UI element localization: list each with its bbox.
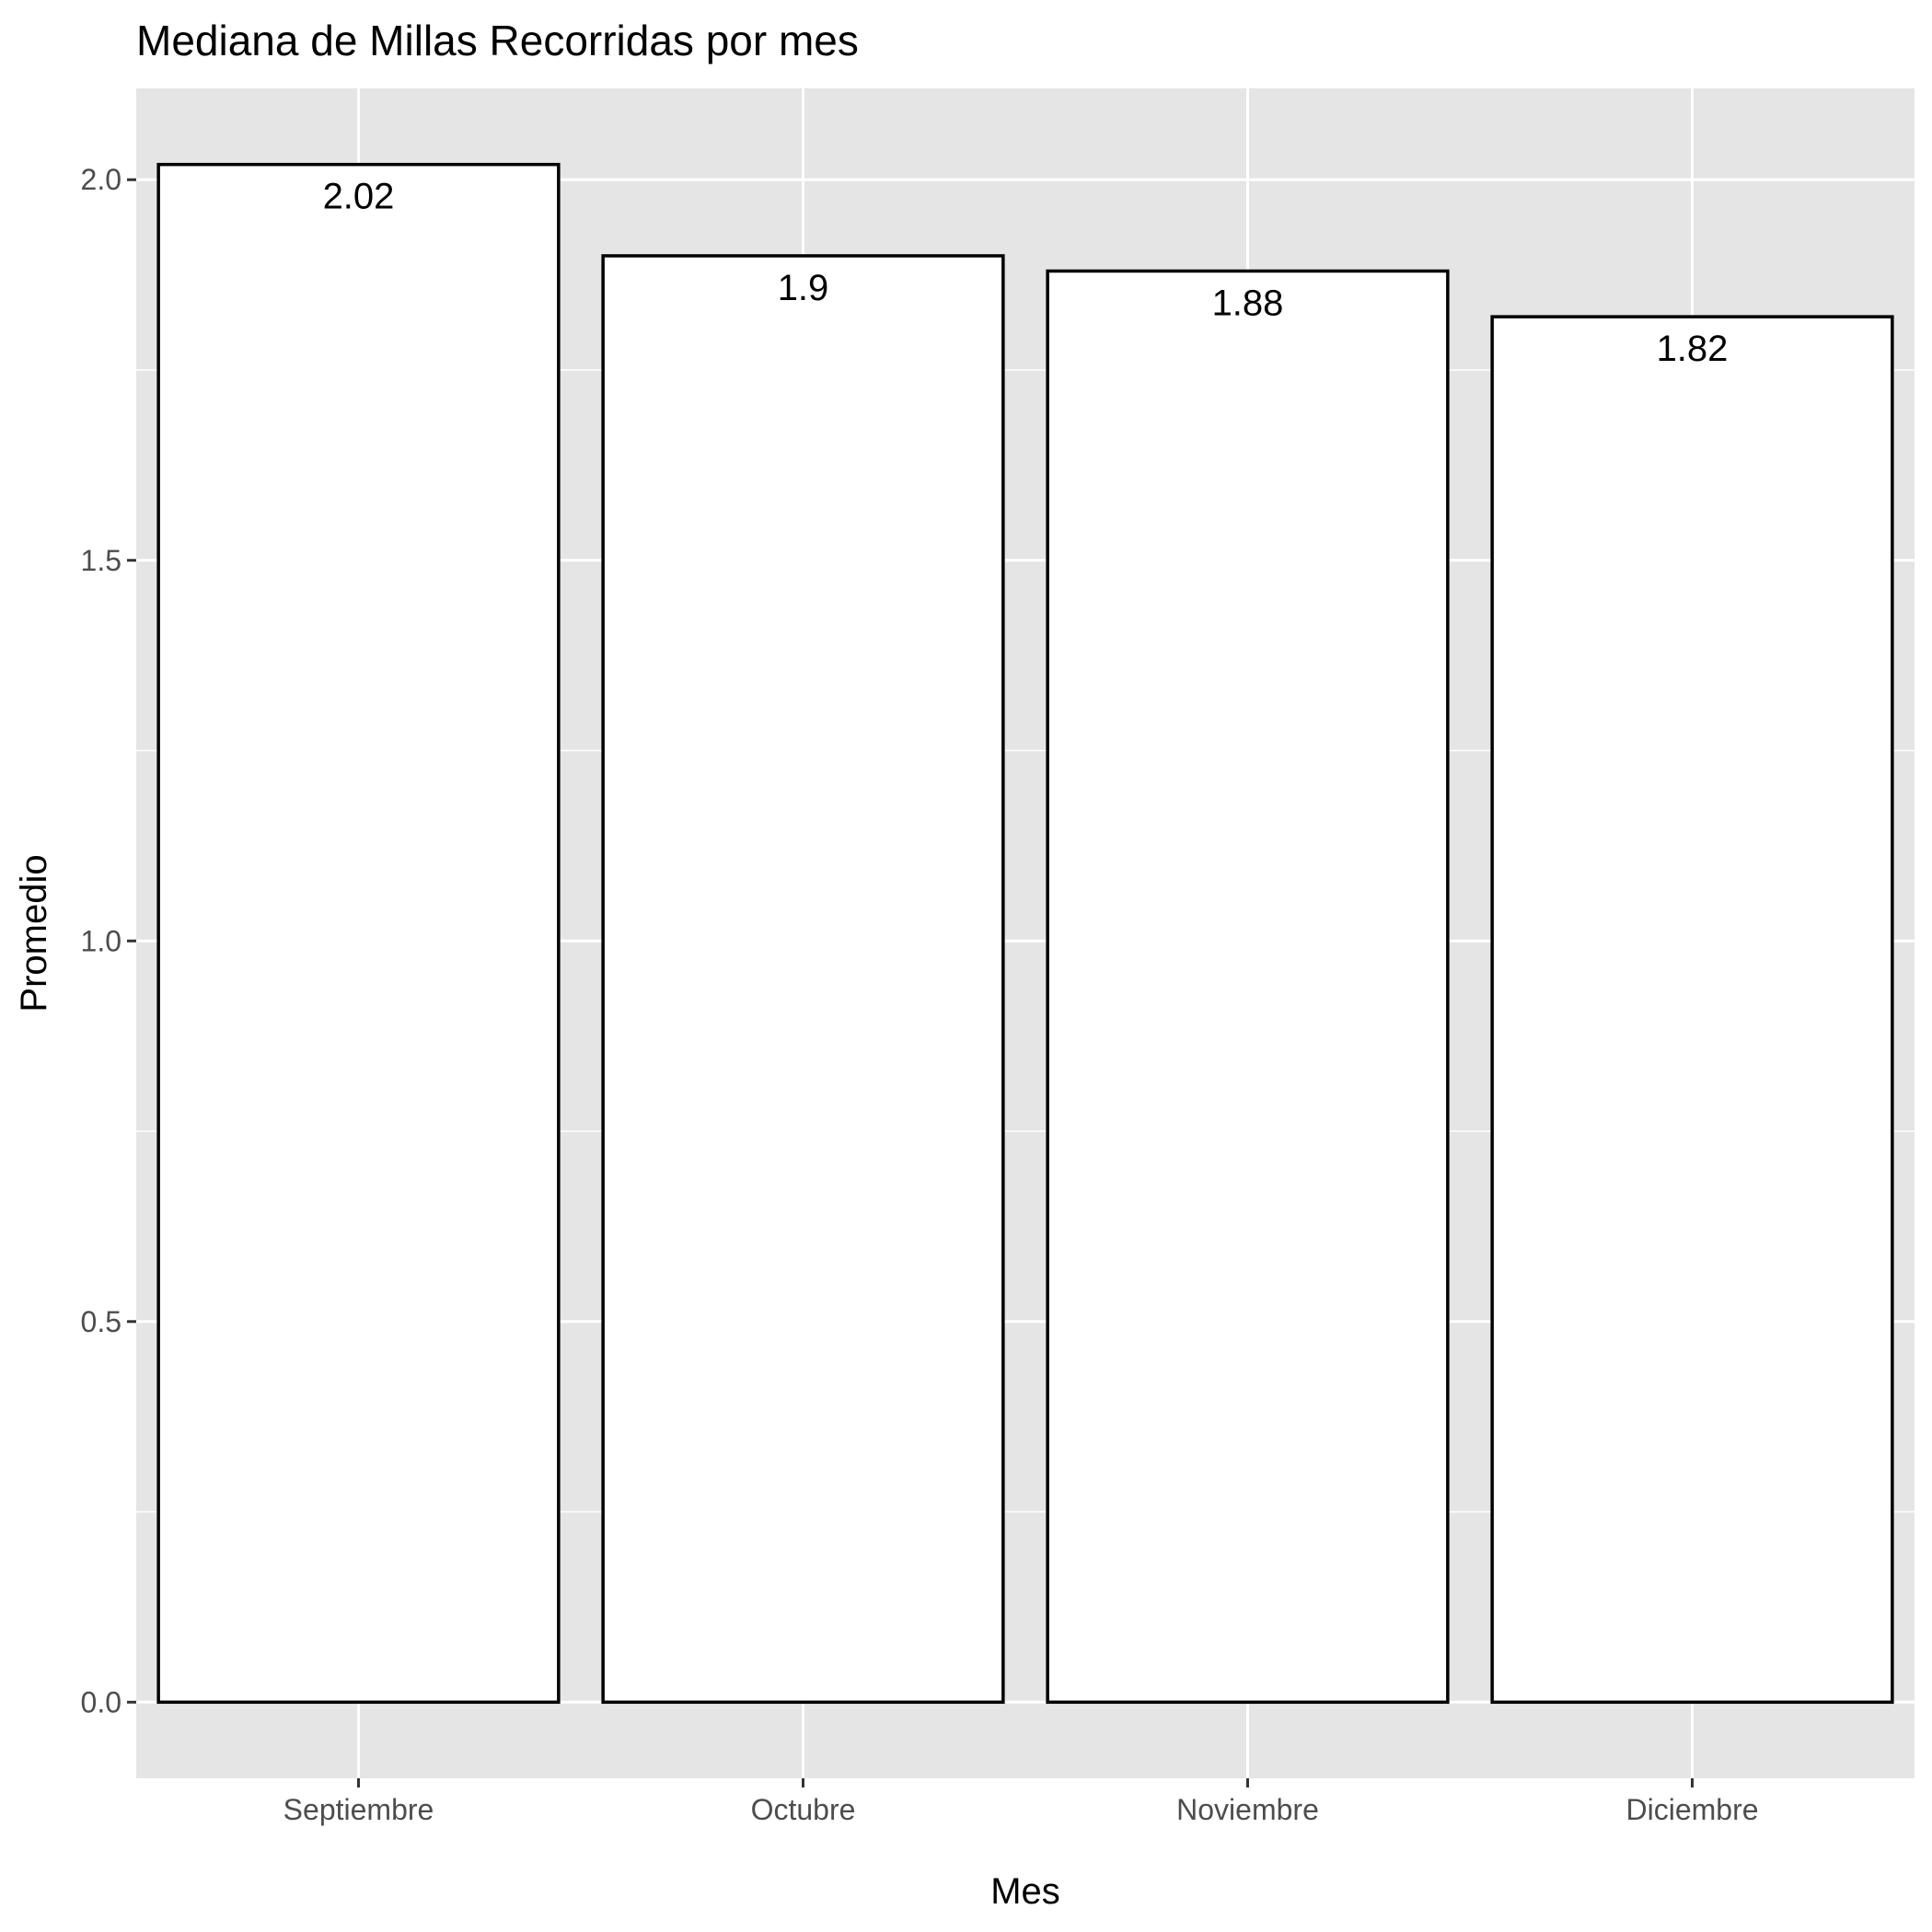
y-tick-label: 1.0 (81, 924, 121, 957)
y-axis-title: Promedio (14, 854, 54, 1012)
data-label: 2.02 (323, 177, 395, 217)
bar (601, 254, 1005, 1705)
x-axis-title: Mes (990, 1871, 1060, 1912)
y-tick-label: 1.5 (81, 544, 121, 577)
x-tick-label: Septiembre (283, 1793, 434, 1826)
bar (1490, 315, 1894, 1705)
data-labels: 2.02 1.9 1.88 1.82 (323, 177, 1729, 369)
chart-title: Mediana de Millas Recorridas por mes (136, 17, 859, 64)
y-axis: 0.0 0.5 1.0 1.5 2.0 (81, 163, 136, 1718)
x-axis: Septiembre Octubre Noviembre Diciembre (283, 1778, 1759, 1826)
data-label: 1.88 (1212, 283, 1284, 323)
data-label: 1.82 (1657, 329, 1729, 369)
bar (1046, 269, 1450, 1705)
bar (156, 162, 561, 1705)
y-tick-label: 2.0 (81, 163, 121, 196)
y-tick-label: 0.5 (81, 1305, 121, 1338)
bars (156, 162, 1894, 1705)
data-label: 1.9 (778, 268, 829, 308)
x-tick-label: Octubre (751, 1793, 856, 1826)
y-tick-label: 0.0 (81, 1685, 121, 1718)
x-tick-label: Diciembre (1625, 1793, 1758, 1826)
x-tick-label: Noviembre (1176, 1793, 1319, 1826)
